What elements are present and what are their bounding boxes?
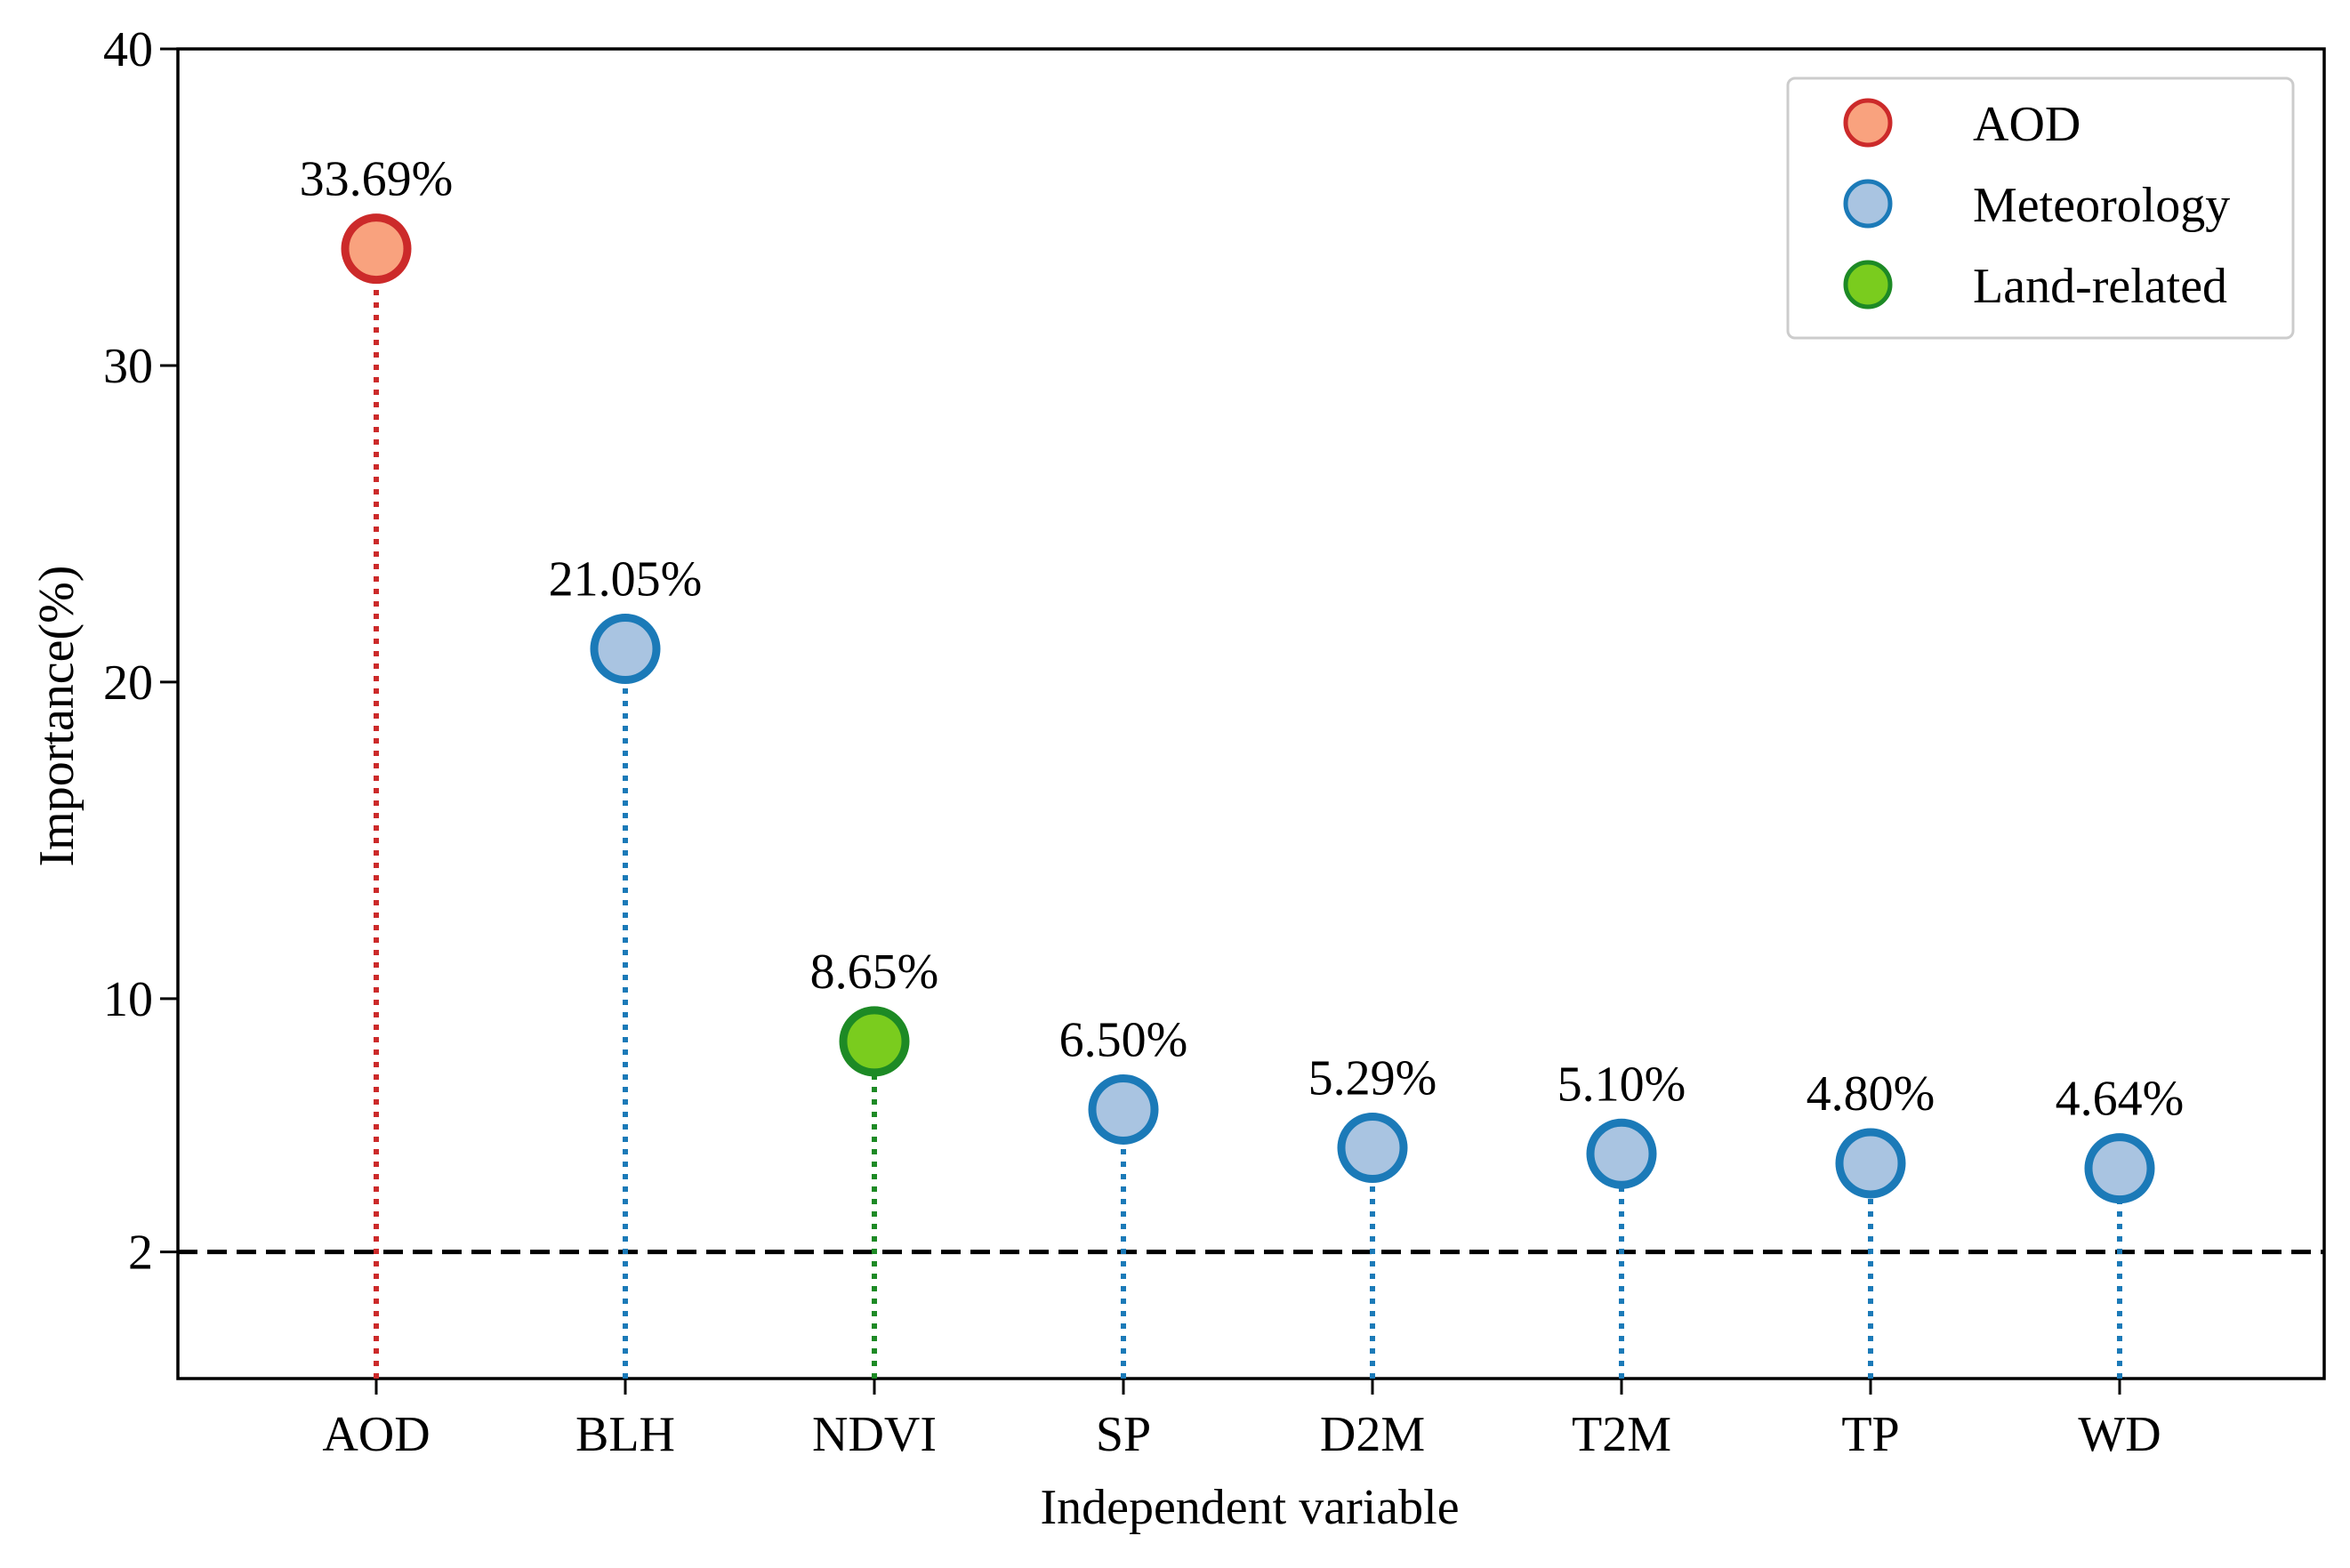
data-point: [1088, 1073, 1159, 1145]
data-label: 33.69%: [300, 152, 454, 207]
data-label: 8.65%: [810, 945, 939, 1000]
data-label: 5.29%: [1308, 1051, 1437, 1106]
x-tick-label: WD: [2078, 1407, 2161, 1462]
data-point: [839, 1006, 910, 1077]
legend-marker: [1843, 260, 1893, 310]
legend-box: [1786, 76, 2295, 340]
axes: 2 10 20 30 40 AOD BLH NDVI SP D2M T2M TP WD: [103, 22, 2326, 1462]
data-point: [341, 213, 412, 285]
data-marks: 33.69% 21.05% 8.65% 6.50% 5.29% 5.10% 4.80% 4.6…: [300, 152, 2185, 1379]
legend: AOD Meteorology Land-related: [1786, 76, 2295, 340]
x-tick-label: T2M: [1572, 1407, 1671, 1462]
x-tick-label: AOD: [322, 1407, 430, 1462]
data-point: [2084, 1133, 2155, 1204]
x-tick-label: D2M: [1320, 1407, 1425, 1462]
y-tick-label: 40: [103, 22, 153, 77]
data-label: 4.64%: [2056, 1072, 2185, 1127]
y-tick-label: 10: [103, 972, 153, 1027]
data-label: 4.80%: [1807, 1066, 1936, 1122]
y-tick-label: 2: [128, 1226, 153, 1281]
x-axis-title: Independent variable: [1040, 1480, 1459, 1535]
y-tick-label: 20: [103, 655, 153, 711]
y-axis-title: Importance(%): [29, 566, 85, 867]
legend-label: Land-related: [1973, 259, 2227, 314]
legend-marker: [1843, 179, 1893, 229]
data-label: 21.05%: [549, 552, 703, 607]
x-tick-label: TP: [1841, 1407, 1899, 1462]
y-tick-label: 30: [103, 339, 153, 394]
x-tick-label: SP: [1096, 1407, 1151, 1462]
data-label: 6.50%: [1059, 1012, 1188, 1067]
plot-frame: [176, 47, 2326, 1380]
data-point: [1586, 1118, 1657, 1189]
data-label: 5.10%: [1557, 1057, 1686, 1112]
data-point: [1835, 1128, 1906, 1199]
axis-labels: Independent variable Importance(%): [29, 566, 1460, 1535]
data-point: [590, 614, 661, 685]
legend-marker: [1843, 98, 1893, 148]
legend-label: AOD: [1973, 97, 2080, 152]
data-point: [1337, 1113, 1408, 1184]
x-tick-label: NDVI: [812, 1407, 937, 1462]
legend-label: Meteorology: [1973, 178, 2230, 233]
x-tick-label: BLH: [575, 1407, 675, 1462]
